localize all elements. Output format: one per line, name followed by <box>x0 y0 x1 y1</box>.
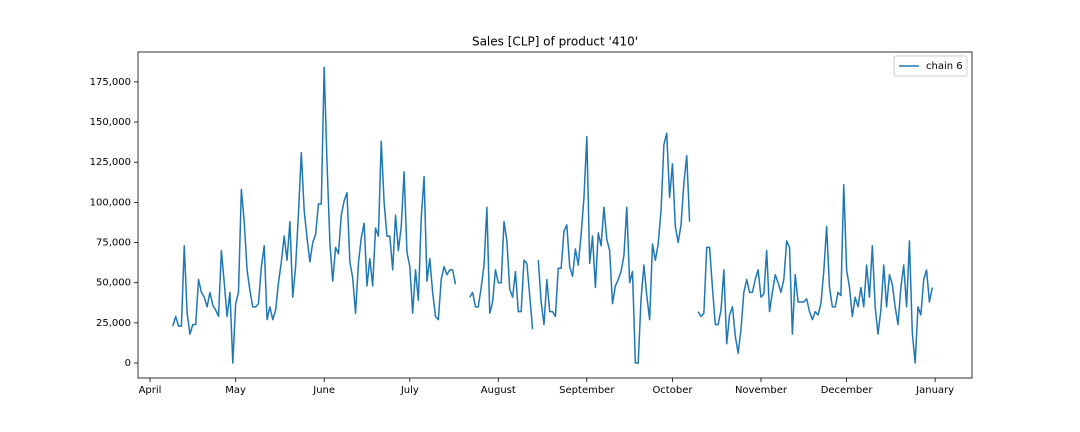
plot-frame <box>137 51 973 379</box>
y-tick-label: 50,000 <box>96 278 131 289</box>
x-tick-label: September <box>559 385 615 396</box>
y-tick-label: 125,000 <box>90 157 131 168</box>
series-line <box>172 66 934 364</box>
x-tick-label: July <box>400 385 419 396</box>
x-tick-label: January <box>915 385 954 396</box>
x-tick-label: April <box>139 385 162 396</box>
x-tick-label: November <box>735 385 788 396</box>
y-tick-label: 150,000 <box>90 117 131 128</box>
y-tick-label: 75,000 <box>96 238 131 249</box>
chart-title: Sales [CLP] of product '410' <box>472 35 638 49</box>
x-tick-label: October <box>652 385 693 396</box>
x-tick-label: December <box>821 385 874 396</box>
y-tick-label: 100,000 <box>90 197 131 208</box>
x-tick-label: August <box>481 385 516 396</box>
y-tick-label: 0 <box>125 358 131 369</box>
legend-label: chain 6 <box>926 61 963 72</box>
y-tick-label: 175,000 <box>90 77 131 88</box>
legend-box <box>893 55 968 77</box>
x-tick-label: June <box>312 385 335 396</box>
y-tick-label: 25,000 <box>96 318 131 329</box>
x-tick-label: May <box>225 385 246 396</box>
